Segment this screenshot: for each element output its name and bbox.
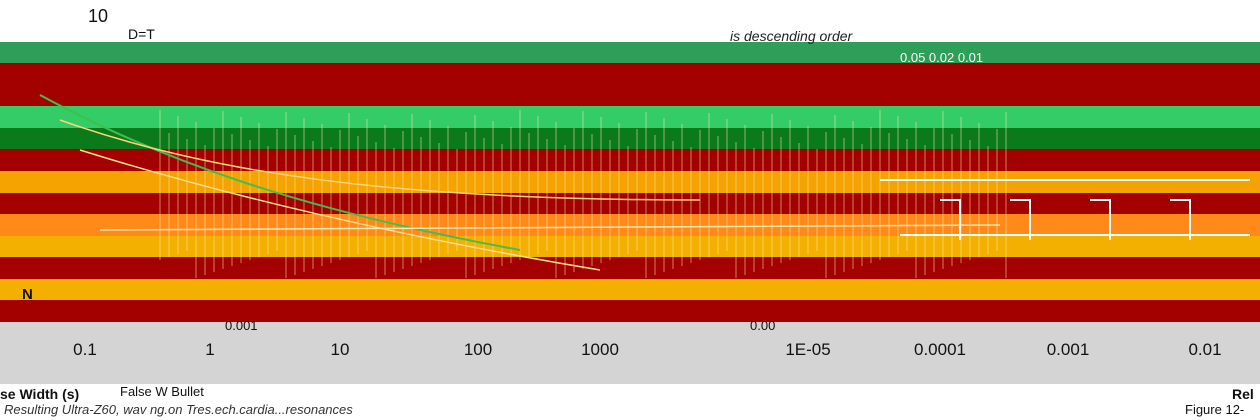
caption-text: Resulting Ultra-Z60, wav ng.on Tres.ech.… bbox=[4, 402, 353, 417]
color-band bbox=[0, 149, 1260, 172]
x-axis-band bbox=[0, 322, 1260, 384]
color-band bbox=[0, 63, 1260, 86]
legend-values: 0.05 0.02 0.01 bbox=[900, 50, 984, 65]
series-curve bbox=[39, 94, 521, 251]
color-band bbox=[0, 235, 1260, 258]
series-curve bbox=[59, 119, 701, 201]
x-tick-label: 0.01 bbox=[1188, 340, 1222, 359]
x-tick-label: 1 bbox=[205, 340, 215, 359]
color-band bbox=[0, 214, 1260, 237]
step-marker bbox=[1090, 199, 1111, 240]
x-tick-label: 1E-05 bbox=[785, 340, 831, 359]
x-axis-title: se Width (s) bbox=[0, 386, 80, 402]
series-curve bbox=[99, 224, 1001, 231]
color-band bbox=[0, 127, 1260, 150]
color-band bbox=[0, 20, 1260, 42]
color-band bbox=[0, 41, 1260, 64]
small-value-label: 0.001 bbox=[225, 318, 258, 333]
color-band bbox=[0, 257, 1260, 280]
color-band bbox=[0, 84, 1260, 107]
step-marker bbox=[940, 199, 961, 240]
top-label: 10 bbox=[88, 6, 109, 26]
small-value-label-2: 0.00 bbox=[750, 318, 776, 333]
step-marker bbox=[1170, 199, 1191, 240]
right-tag: Rel bbox=[1232, 386, 1254, 402]
x-tick-label: 0.0001 bbox=[914, 340, 966, 359]
x-tick-label: 10 bbox=[330, 340, 350, 359]
color-band bbox=[0, 278, 1260, 301]
x-tick-label: 100 bbox=[463, 340, 493, 359]
color-band bbox=[0, 106, 1260, 129]
color-band bbox=[0, 192, 1260, 215]
step-marker bbox=[1010, 199, 1031, 240]
color-band bbox=[0, 171, 1260, 193]
descending-label: is descending order bbox=[730, 28, 853, 44]
d-ratio-label: D=T bbox=[128, 26, 155, 42]
x-tick-label: 0.001 bbox=[1046, 340, 1090, 359]
figure-tag: Figure 12- bbox=[1185, 402, 1245, 417]
series-curve bbox=[79, 149, 601, 271]
x-tick-label: 0.1 bbox=[73, 340, 97, 359]
false-wave-label: False W Bullet bbox=[120, 384, 204, 399]
color-band bbox=[0, 300, 1260, 323]
axis-label-n: N bbox=[22, 286, 33, 303]
x-tick-label: 1000 bbox=[581, 340, 619, 359]
